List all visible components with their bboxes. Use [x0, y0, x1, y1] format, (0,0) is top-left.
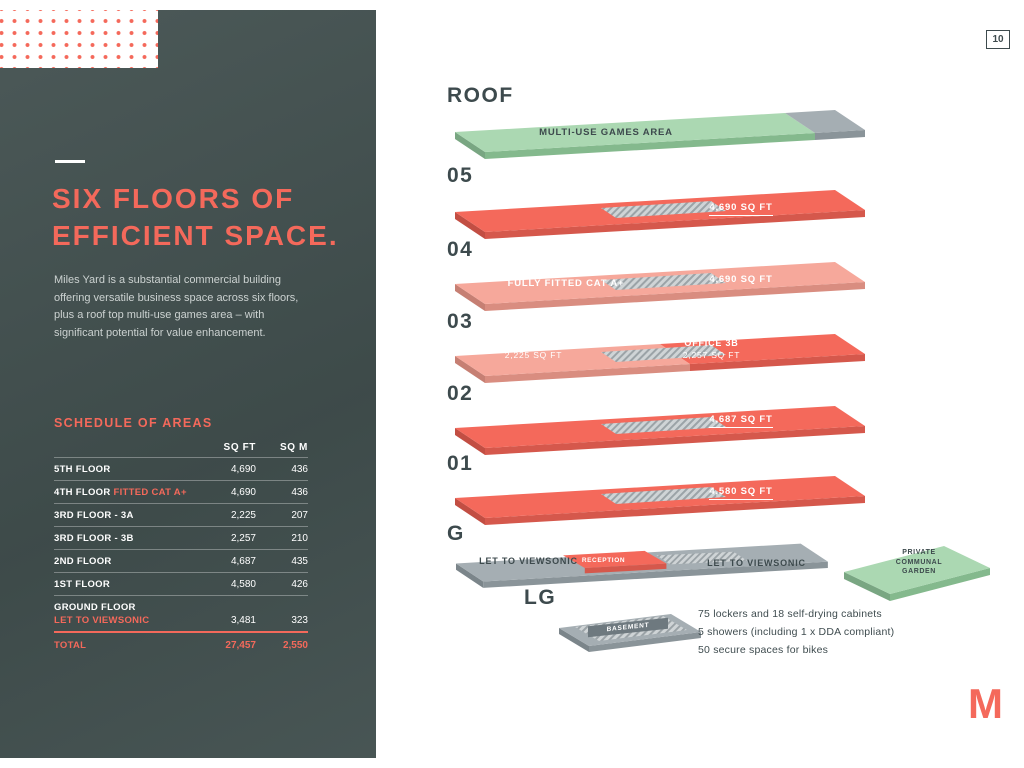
floor-05-area: 4,690 SQ FT: [681, 202, 801, 216]
floor-04-fit-label: FULLY FITTED CAT A+: [507, 278, 625, 289]
roof-area-label: MULTI-USE GAMES AREA: [539, 127, 673, 138]
table-row: 5TH FLOOR 4,690 436: [54, 458, 308, 481]
floor-01-area: 4,580 SQ FT: [681, 486, 801, 500]
floor-label-04: 04: [447, 238, 474, 261]
office-3a-label: OFFICE 3A 2,225 SQ FT: [504, 338, 563, 360]
table-row: 4TH FLOOR FITTED CAT A+ 4,690 436: [54, 481, 308, 504]
amenity-line: 50 secure spaces for bikes: [698, 644, 829, 656]
dots-pattern: [0, 10, 158, 68]
reception-label: RECEPTION: [581, 557, 626, 564]
floor-plate-02: [455, 406, 865, 455]
floor-label-ground: G: [447, 522, 465, 545]
floor-label-lower-ground: LG: [524, 586, 557, 609]
roof-plate: [455, 110, 865, 159]
title-line-2: EFFICIENT SPACE.: [52, 220, 339, 251]
title-line-1: SIX FLOORS OF: [52, 183, 295, 214]
ground-tenant-left: LET TO VIEWSONIC: [479, 556, 578, 566]
intro-paragraph: Miles Yard is a substantial commercial b…: [54, 274, 299, 339]
table-row: 3RD FLOOR - 3A 2,225 207: [54, 504, 308, 527]
column-header-sqft: SQ FT: [223, 442, 256, 453]
floor-label-02: 02: [447, 382, 474, 405]
garden-plate: [844, 546, 990, 601]
floor-plate-01: [455, 476, 865, 525]
floor-stack-diagram: 10 ROOF MULTI-USE GAMES AREA 05 4,690 SQ…: [376, 0, 1024, 768]
table-row: 3RD FLOOR - 3B 2,257 210: [54, 527, 308, 550]
floor-plate-03: [455, 334, 865, 383]
garden-label: PRIVATE COMMUNAL GARDEN: [895, 549, 943, 575]
amenity-line: 75 lockers and 18 self-drying cabinets: [698, 608, 882, 620]
page-number: 10: [986, 30, 1010, 49]
column-header-sqm: SQ M: [280, 442, 308, 453]
schedule-table: SQ FT SQ M 5TH FLOOR 4,690 436 4TH FLOOR…: [54, 440, 308, 656]
table-header-row: SQ FT SQ M: [54, 440, 308, 458]
schedule-heading: SCHEDULE OF AREAS: [54, 416, 213, 430]
floor-02-area: 4,687 SQ FT: [681, 414, 801, 428]
floor-04-area: 4,690 SQ FT: [709, 274, 773, 285]
ground-tenant-right: LET TO VIEWSONIC: [707, 558, 806, 568]
office-3b-label: OFFICE 3B 2,257 SQ FT: [682, 338, 741, 360]
floor-label-05: 05: [447, 164, 474, 187]
miles-yard-logo: M: [968, 680, 1003, 727]
left-panel: SIX FLOORS OF EFFICIENT SPACE. Miles Yar…: [0, 10, 376, 758]
table-row: 1ST FLOOR 4,580 426: [54, 573, 308, 596]
floor-plate-05: [455, 190, 865, 239]
floor-plate-04: [455, 262, 865, 311]
table-row: 2ND FLOOR 4,687 435: [54, 550, 308, 573]
floor-label-01: 01: [447, 452, 474, 475]
table-row: GROUND FLOOR LET TO VIEWSONIC 3,481 323: [54, 596, 308, 632]
table-total-row: TOTAL 27,457 2,550: [54, 631, 308, 656]
ground-floor-plate: [456, 543, 828, 588]
floor-label-roof: ROOF: [447, 84, 514, 107]
amenity-line: 5 showers (including 1 x DDA compliant): [698, 626, 895, 638]
title-dash: [55, 160, 85, 163]
floor-label-03: 03: [447, 310, 474, 333]
page-title: SIX FLOORS OF EFFICIENT SPACE.: [52, 180, 339, 254]
